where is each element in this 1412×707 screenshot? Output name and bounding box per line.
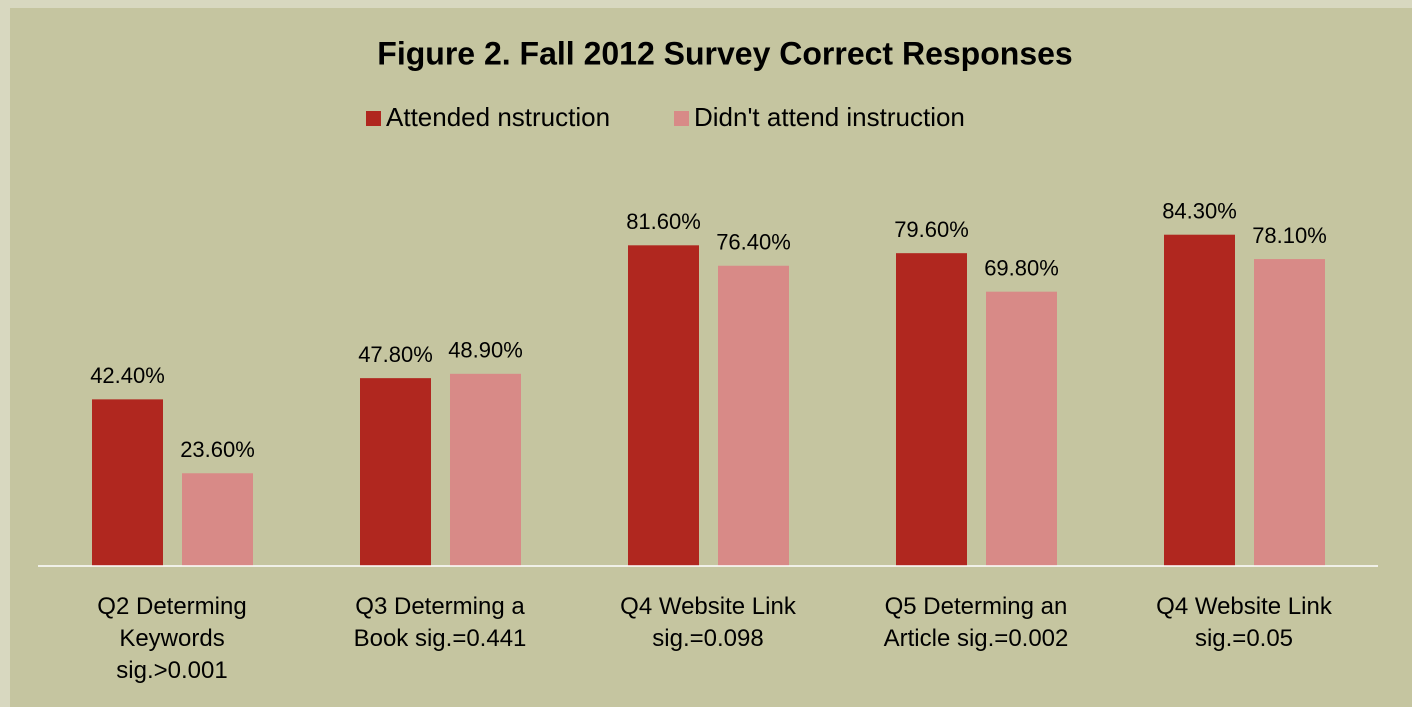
bar <box>182 473 253 566</box>
chart-title: Figure 2. Fall 2012 Survey Correct Respo… <box>377 35 1072 71</box>
data-label: 79.60% <box>894 217 969 242</box>
bar <box>450 373 521 566</box>
bar <box>1164 234 1235 567</box>
data-label: 76.40% <box>716 230 791 255</box>
data-label: 81.60% <box>626 209 701 234</box>
x-tick-label: Q4 Website Link sig.=0.05 <box>1156 593 1333 652</box>
data-label: 78.10% <box>1252 223 1327 248</box>
data-label: 23.60% <box>180 437 255 462</box>
bar <box>628 245 699 566</box>
data-label: 42.40% <box>90 363 165 388</box>
bar <box>986 291 1057 566</box>
legend-label: Attended nstruction <box>386 102 610 132</box>
data-label: 48.90% <box>448 338 523 363</box>
legend-swatch <box>674 111 689 126</box>
legend-label: Didn't attend instruction <box>694 102 965 132</box>
x-tick-label: Q2 Determing Keywords sig.>0.001 <box>97 593 246 684</box>
bar <box>1254 259 1325 566</box>
bar <box>896 253 967 566</box>
data-label: 84.30% <box>1162 199 1237 224</box>
data-label: 47.80% <box>358 342 433 367</box>
data-label: 69.80% <box>984 255 1059 280</box>
legend-swatch <box>366 111 381 126</box>
bar <box>92 399 163 566</box>
x-tick-label: Q4 Website Link sig.=0.098 <box>620 593 797 652</box>
x-tick-label: Q5 Determing an Article sig.=0.002 <box>884 593 1069 652</box>
bar <box>360 378 431 566</box>
bar <box>718 265 789 566</box>
x-tick-label: Q3 Determing a Book sig.=0.441 <box>354 593 527 652</box>
